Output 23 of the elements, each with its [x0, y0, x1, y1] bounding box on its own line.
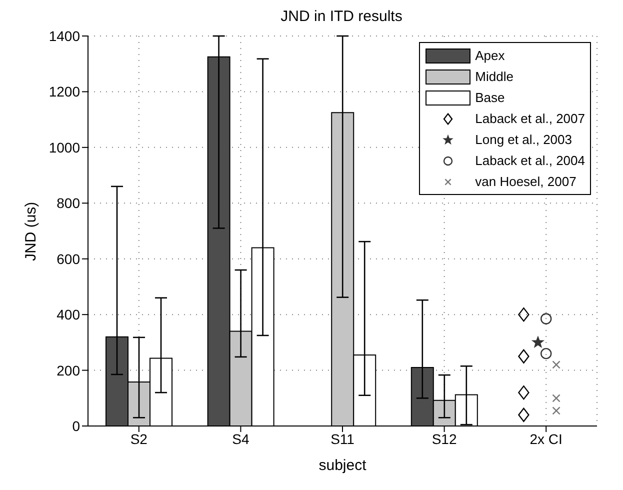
x-tick-label: S12 — [432, 430, 457, 447]
x-tick-label: 2x CI — [530, 430, 562, 447]
legend-label: Apex — [475, 48, 505, 63]
y-tick-label: 1200 — [48, 84, 80, 100]
legend-label: Base — [475, 90, 505, 105]
y-tick-label: 800 — [56, 195, 80, 212]
y-tick-label: 600 — [56, 250, 80, 267]
legend-label: van Hoesel, 2007 — [475, 174, 576, 189]
legend-label: Laback et al., 2004 — [475, 153, 585, 168]
y-axis-title: JND (us) — [22, 202, 40, 261]
y-tick-label: 400 — [56, 306, 80, 323]
y-tick-label: 200 — [56, 362, 80, 378]
y-tick-label: 1000 — [48, 139, 80, 156]
chart-title: JND in ITD results — [280, 8, 404, 25]
x-tick-label: S4 — [232, 430, 250, 447]
x-tick-label: S2 — [130, 430, 148, 447]
y-tick-label: 1400 — [48, 28, 80, 44]
legend-label: Middle — [475, 69, 514, 84]
x-axis-title: subject — [318, 457, 368, 474]
legend-label: Laback et al., 2007 — [475, 111, 585, 126]
y-tick-label: 0 — [72, 418, 80, 434]
x-tick-label: S11 — [330, 430, 355, 447]
legend-label: Long et al., 2003 — [475, 132, 572, 147]
